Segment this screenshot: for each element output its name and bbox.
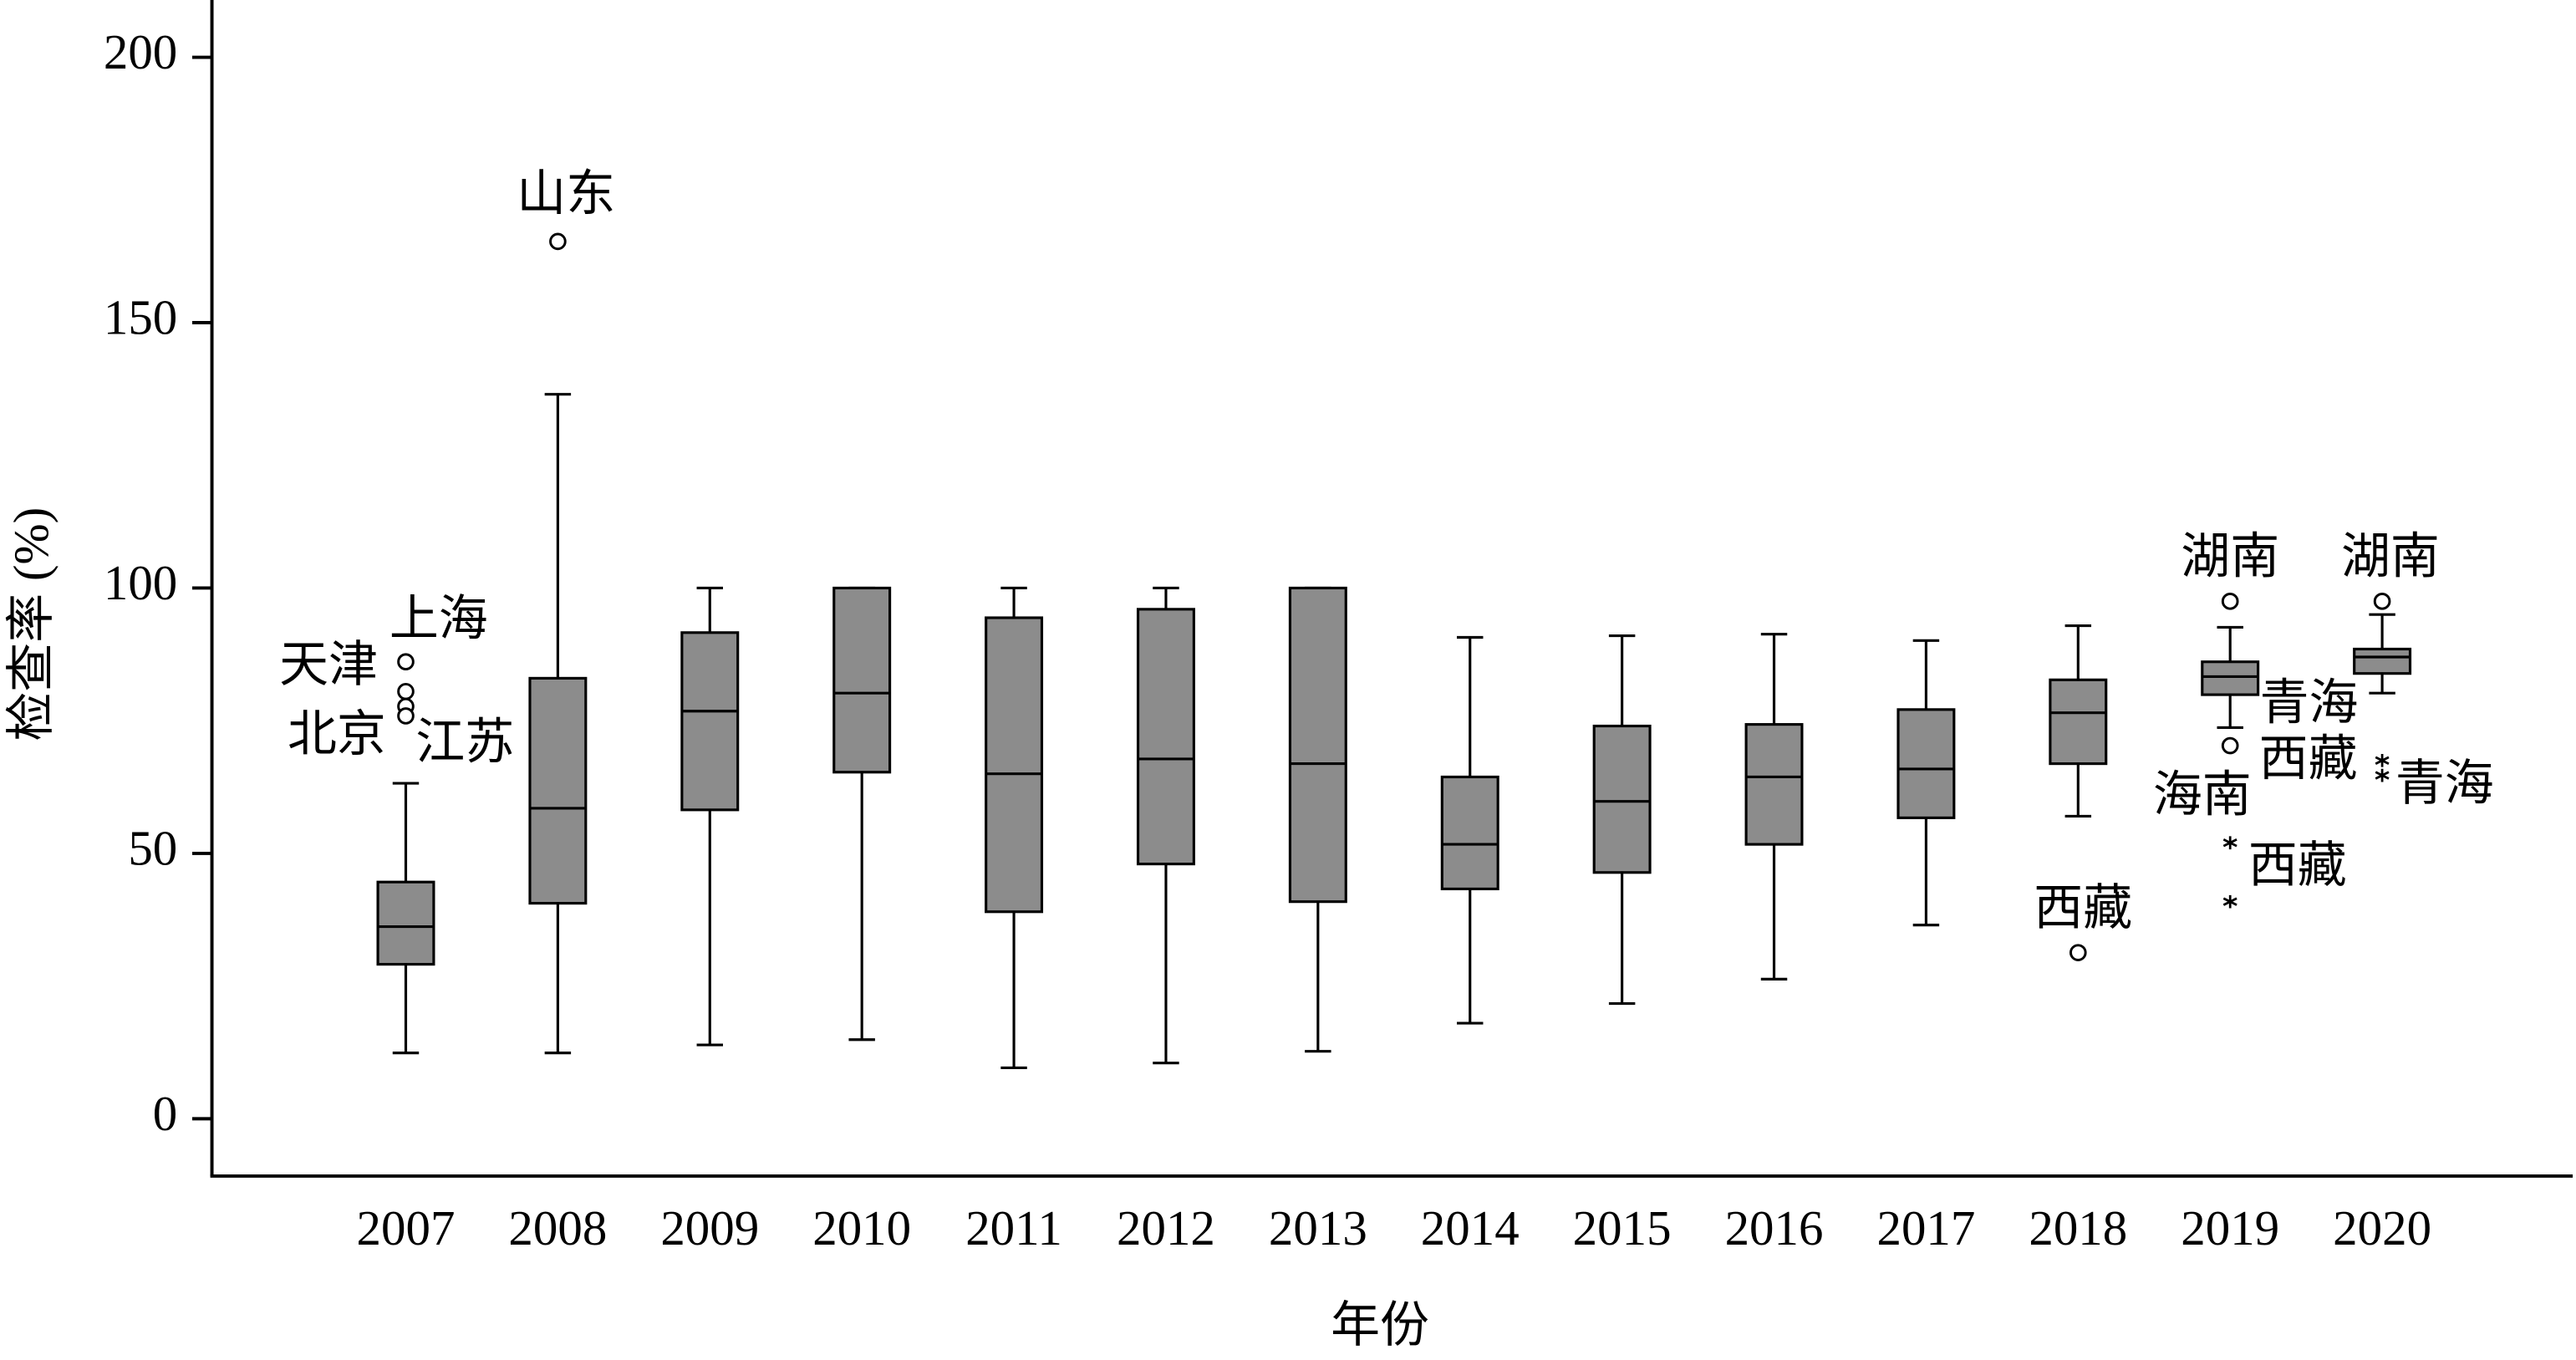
- x-tick-label: 2018: [2029, 1200, 2127, 1256]
- outlier-label: 西藏: [2034, 880, 2132, 935]
- outlier: [2373, 593, 2391, 610]
- x-tick-label: 2014: [1421, 1200, 1520, 1256]
- y-tick-label: 100: [104, 555, 177, 610]
- box: [1136, 608, 1195, 866]
- outlier-label: 天津: [279, 637, 378, 692]
- outlier: [549, 232, 567, 251]
- outlier: [397, 653, 415, 671]
- y-tick-label: 150: [104, 290, 177, 345]
- box: [1744, 723, 1804, 846]
- outlier-star: [2375, 768, 2390, 782]
- x-tick-label: 2013: [1269, 1200, 1367, 1256]
- outlier-label: 青海: [2395, 756, 2494, 811]
- x-tick-label: 2012: [1117, 1200, 1215, 1256]
- x-tick-label: 2011: [965, 1200, 1062, 1256]
- outlier-label: 湖南: [2341, 529, 2440, 584]
- y-axis-label: 检查率 (%): [3, 507, 59, 741]
- outlier: [2221, 736, 2239, 755]
- x-axis-label: 年份: [1331, 1297, 1429, 1352]
- box: [2049, 678, 2108, 766]
- box: [1440, 775, 1499, 891]
- outlier-label: 青海: [2260, 675, 2359, 730]
- box: [1288, 586, 1347, 904]
- outlier-label: 山东: [517, 166, 615, 221]
- x-tick-label: 2019: [2181, 1200, 2279, 1256]
- outlier-star: [2222, 894, 2237, 909]
- y-tick-label: 0: [153, 1086, 177, 1141]
- x-tick-label: 2009: [660, 1200, 759, 1256]
- box: [985, 616, 1044, 914]
- outlier-label: 北京: [288, 706, 386, 761]
- box: [376, 880, 435, 966]
- outlier-label: 西藏: [2248, 838, 2347, 893]
- x-tick-label: 2008: [508, 1200, 607, 1256]
- outlier-label: 海南: [2153, 767, 2252, 823]
- outlier-label: 西藏: [2259, 731, 2358, 786]
- box: [832, 586, 892, 774]
- box: [1896, 708, 1956, 819]
- x-tick-label: 2016: [1725, 1200, 1824, 1256]
- box: [528, 676, 588, 905]
- y-tick-label: 200: [104, 24, 177, 79]
- outlier: [397, 682, 415, 700]
- outlier: [397, 707, 415, 725]
- box: [2201, 660, 2260, 696]
- x-tick-label: 2020: [2333, 1200, 2431, 1256]
- x-tick-label: 2017: [1876, 1200, 1975, 1256]
- outlier-star: [2222, 836, 2237, 850]
- x-tick-label: 2007: [357, 1200, 456, 1256]
- x-tick-label: 2015: [1573, 1200, 1672, 1256]
- outlier: [2221, 593, 2239, 610]
- outlier-label: 江苏: [415, 714, 514, 769]
- outlier-label: 湖南: [2181, 529, 2279, 584]
- outlier-label: 上海: [389, 591, 488, 646]
- x-tick-label: 2010: [812, 1200, 911, 1256]
- outlier: [2069, 944, 2087, 961]
- box: [1592, 724, 1652, 874]
- y-tick-label: 50: [128, 820, 177, 875]
- box: [680, 631, 740, 812]
- outlier-star: [2375, 753, 2390, 767]
- box: [2353, 647, 2412, 675]
